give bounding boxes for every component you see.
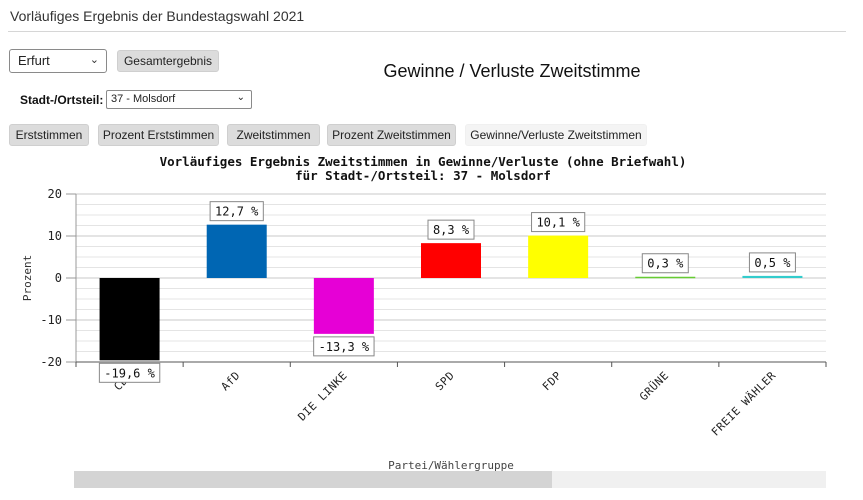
x-tick-label: FDP (540, 369, 564, 393)
y-tick-label: 20 (48, 187, 62, 201)
data-label-box (641, 253, 689, 274)
chevron-down-icon: ⌄ (236, 92, 245, 103)
data-label-box (209, 201, 264, 222)
bar-gr-ne (635, 276, 696, 279)
y-tick-label: -10 (40, 313, 62, 327)
data-label-text: 12,7 % (215, 205, 259, 219)
bar-cdu (99, 278, 160, 361)
chart-data-labels: -19,6 % 12,7 % -13,3 % 8,3 % 10,1 % 0,3 % 0,5 … (98, 201, 796, 383)
y-tick-label: -20 (40, 355, 62, 369)
overall-result-button[interactable]: Gesamtergebnis (117, 50, 219, 72)
data-label-box (427, 219, 475, 240)
bar-freie-w-hler (742, 275, 803, 278)
x-axis-label: Partei/Wählergruppe (388, 459, 514, 472)
data-label-0: -19,6 % (98, 362, 161, 383)
data-label-text: 0,5 % (754, 256, 791, 270)
data-label-text: -13,3 % (319, 340, 370, 354)
city-select[interactable]: Erfurt ⌄ (9, 49, 107, 73)
title-divider (8, 31, 846, 32)
tab-prozent-zweitstimmen[interactable]: Prozent Zweitstimmen (327, 124, 456, 146)
data-label-box (531, 212, 586, 233)
x-tick-label: AfD (219, 369, 243, 393)
data-label-text: 10,1 % (536, 216, 580, 230)
tab-erststimmen[interactable]: Erststimmen (9, 124, 89, 146)
data-label-box (98, 362, 161, 383)
main-heading: Gewinne / Verluste Zweitstimme (383, 61, 641, 81)
y-tick-label: 10 (48, 229, 62, 243)
y-tick-label: 0 (55, 271, 62, 285)
gain-loss-bar-chart: Vorläufiges Ergebnis Zweitstimmen in Gew… (21, 154, 827, 472)
y-axis-label: Prozent (21, 255, 34, 301)
tab-gewinne-verluste-zweitstimmen[interactable]: Gewinne/Verluste Zweitstimmen (465, 124, 647, 146)
chart-subtitle: für Stadt-/Ortsteil: 37 - Molsdorf (295, 168, 551, 183)
data-label-6: 0,5 % (748, 252, 796, 273)
bar-fdp (528, 235, 589, 278)
data-label-text: 0,3 % (647, 257, 684, 271)
data-label-1: 12,7 % (209, 201, 264, 222)
bar-spd (421, 243, 481, 278)
x-tick-label: GRÜNE (637, 369, 671, 403)
x-tick-label: FREIE WÄHLER (709, 369, 779, 439)
bar-afd (206, 224, 267, 278)
data-label-3: 8,3 % (427, 219, 475, 240)
city-select-value: Erfurt (18, 53, 50, 68)
chart-scrollbar[interactable] (74, 471, 826, 488)
district-select[interactable]: 37 - Molsdorf ⌄ (106, 90, 252, 109)
chart-scrollbar-thumb[interactable] (74, 471, 552, 488)
data-label-text: -19,6 % (104, 366, 155, 380)
x-tick-label: DIE LINKE (295, 369, 350, 424)
data-label-4: 10,1 % (531, 212, 586, 233)
data-label-box (313, 336, 375, 357)
chart-bars (99, 224, 803, 361)
chevron-down-icon: ⌄ (89, 54, 99, 66)
tab-prozent-erststimmen[interactable]: Prozent Erststimmen (98, 124, 219, 146)
bar-die-linke (313, 278, 374, 334)
data-label-box (748, 252, 796, 273)
x-tick-label: SPD (433, 369, 457, 393)
district-select-value: 37 - Molsdorf (111, 93, 176, 105)
district-label: Stadt-/Ortsteil: (20, 93, 104, 107)
app-title: Vorläufiges Ergebnis der Bundestagswahl … (10, 8, 305, 24)
chart-title: Vorläufiges Ergebnis Zweitstimmen in Gew… (160, 154, 687, 169)
data-label-2: -13,3 % (313, 336, 375, 357)
data-label-text: 8,3 % (433, 223, 470, 237)
tab-zweitstimmen[interactable]: Zweitstimmen (227, 124, 320, 146)
data-label-5: 0,3 % (641, 253, 689, 274)
